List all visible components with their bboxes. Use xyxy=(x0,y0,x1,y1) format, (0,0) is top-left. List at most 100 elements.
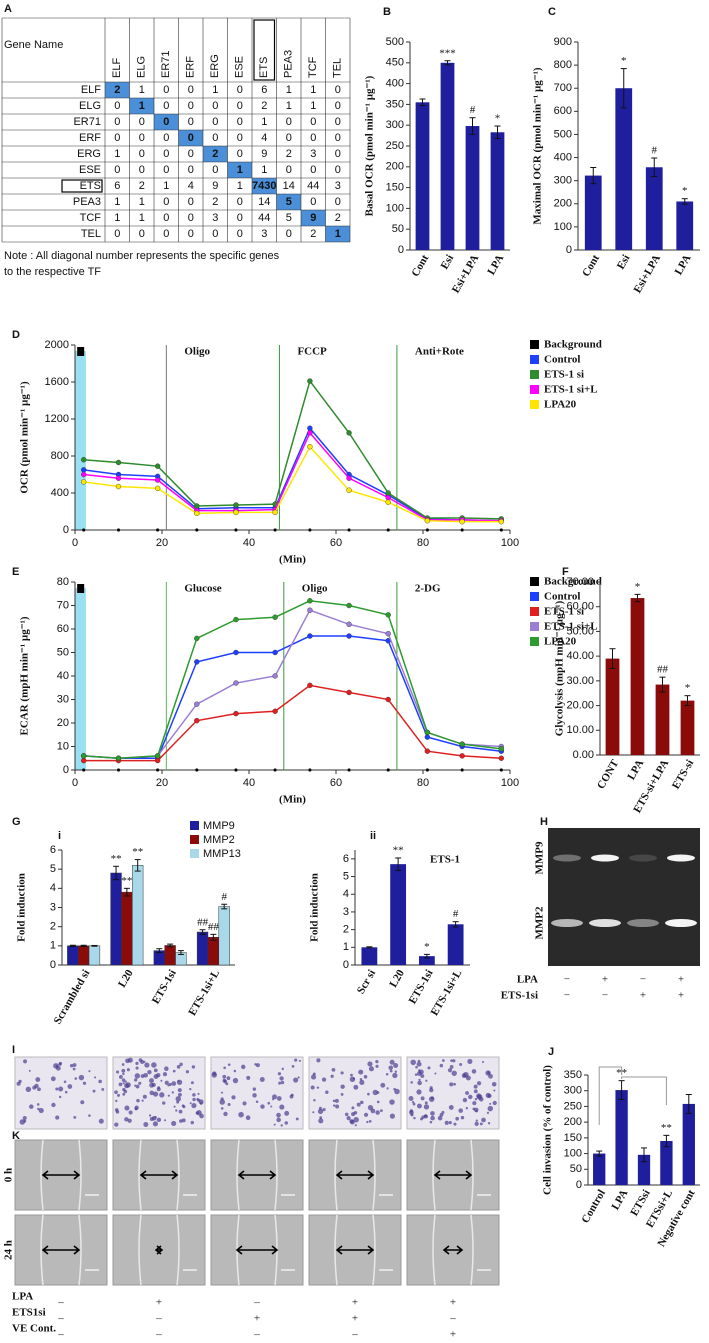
y-tick-label: 0 xyxy=(50,959,56,971)
diagonal-cell xyxy=(105,82,130,98)
cell xyxy=(98,1118,104,1124)
data-point xyxy=(460,528,464,532)
table-cell: 0 xyxy=(310,164,316,176)
significance: * xyxy=(495,113,501,125)
data-point xyxy=(115,755,122,761)
panel-letter: C xyxy=(548,6,556,18)
gel-band xyxy=(551,919,583,927)
cell xyxy=(462,1097,468,1103)
data-point xyxy=(233,509,239,516)
table-cell: 0 xyxy=(139,132,145,144)
table-cell: 4 xyxy=(261,132,267,144)
row-label: ETS xyxy=(80,180,101,192)
cell xyxy=(410,1081,413,1084)
cell xyxy=(63,1080,67,1084)
table-cell: 0 xyxy=(212,116,218,128)
condition-label: ETS-1si xyxy=(501,990,538,1002)
micrograph xyxy=(14,1056,108,1130)
condition-sign: − xyxy=(602,990,608,1002)
legend-label: ETS-1 si+L xyxy=(544,621,598,633)
y-axis-label: Basal OCR (pmol min⁻¹ µg⁻¹) xyxy=(364,75,376,216)
cell xyxy=(375,1064,379,1068)
cell xyxy=(78,1074,85,1081)
table-cell: 0 xyxy=(163,196,169,208)
bar xyxy=(655,684,670,755)
chart-title: ETS-1 xyxy=(430,854,460,866)
data-point xyxy=(498,755,504,761)
cell xyxy=(346,1116,351,1121)
table-cell: 0 xyxy=(114,164,120,176)
cell xyxy=(149,1082,155,1088)
condition-sign: + xyxy=(450,1329,456,1341)
condition-sign: – xyxy=(57,1297,64,1309)
table-cell: 1 xyxy=(237,164,243,176)
condition-sign: + xyxy=(352,1313,358,1325)
data-point xyxy=(385,696,391,703)
table-cell: 1 xyxy=(261,116,267,128)
legend-label: Control xyxy=(544,591,580,603)
diagonal-cell xyxy=(276,194,301,210)
y-tick-label: 100 xyxy=(554,221,572,233)
cell xyxy=(453,1122,457,1126)
y-tick-label: 50.00 xyxy=(566,625,594,637)
table-header: ELG xyxy=(136,56,148,78)
data-point xyxy=(272,614,278,620)
diagonal-cell xyxy=(252,178,277,194)
condition-label: LPA xyxy=(12,1291,33,1303)
cell xyxy=(376,1100,380,1104)
bar xyxy=(67,945,79,966)
gap-arrow xyxy=(154,1245,164,1255)
cell xyxy=(424,1101,428,1105)
cell xyxy=(22,1115,27,1121)
cell xyxy=(380,1082,386,1088)
cell xyxy=(439,1112,444,1117)
cell xyxy=(148,1114,152,1117)
cell xyxy=(122,1087,126,1092)
y-tick-label: 700 xyxy=(554,82,572,94)
table-cell: 0 xyxy=(188,84,194,96)
x-tick-label: 40 xyxy=(243,777,255,789)
cell xyxy=(101,1087,105,1091)
cell xyxy=(177,1092,182,1097)
data-point xyxy=(233,680,239,686)
cell xyxy=(227,1102,231,1107)
cell xyxy=(222,1074,227,1079)
cell xyxy=(124,1080,127,1083)
gel-band xyxy=(629,854,657,862)
cell xyxy=(149,1090,155,1096)
cell xyxy=(116,1093,120,1097)
x-tick-label: Esi xyxy=(439,253,457,272)
cell xyxy=(418,1069,424,1075)
cell xyxy=(359,1077,363,1081)
y-tick-label: 80 xyxy=(57,576,69,588)
legend-label: ETS-1 si+L xyxy=(544,384,598,396)
cell xyxy=(375,1060,379,1064)
cell xyxy=(293,1077,299,1083)
bar xyxy=(218,906,230,966)
data-point xyxy=(155,528,160,532)
table-cell: 6 xyxy=(114,180,120,192)
legend-swatch xyxy=(530,592,539,601)
cell xyxy=(389,1113,396,1119)
legend-swatch xyxy=(530,400,539,409)
y-tick-label: 70.00 xyxy=(566,576,594,588)
cell xyxy=(344,1112,349,1117)
significance: # xyxy=(470,104,476,116)
cell xyxy=(294,1058,298,1062)
data-point xyxy=(307,430,313,436)
table-note: to the respective TF xyxy=(4,266,101,278)
cell xyxy=(394,1070,398,1073)
cell xyxy=(465,1107,469,1110)
data-point xyxy=(385,631,391,637)
cell xyxy=(276,1117,281,1123)
cell xyxy=(430,1115,435,1121)
cell xyxy=(173,1105,176,1108)
gap-arrow xyxy=(41,1245,81,1255)
condition-sign: – xyxy=(155,1329,162,1341)
bar xyxy=(196,931,209,966)
condition-sign: + xyxy=(640,990,646,1002)
series-line xyxy=(83,635,502,759)
y-tick-label: 6 xyxy=(50,844,56,856)
y-tick-label: 0 xyxy=(398,244,404,256)
cell xyxy=(367,1105,374,1111)
